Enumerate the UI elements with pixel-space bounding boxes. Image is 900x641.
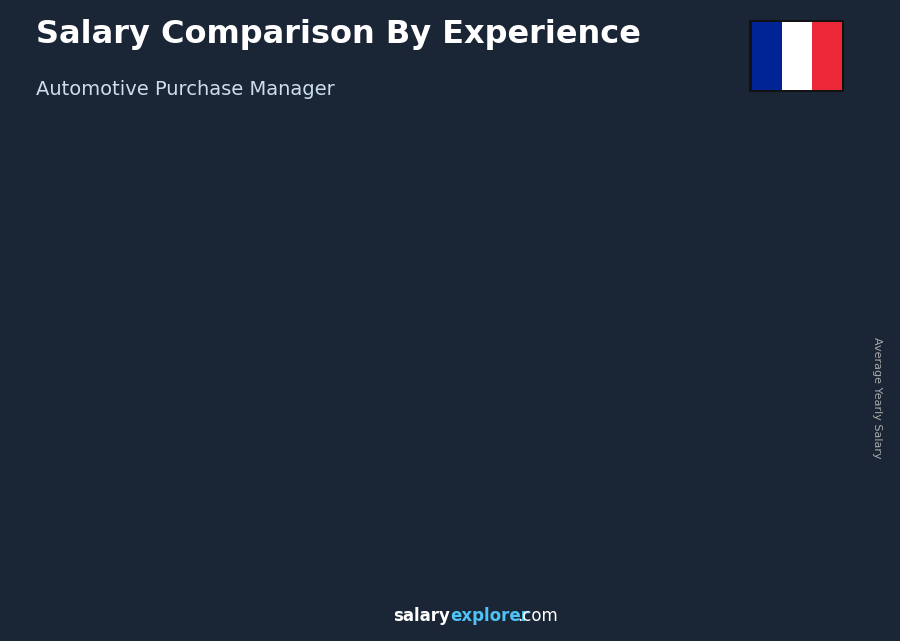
Bar <box>76 314 148 447</box>
Bar <box>394 345 402 577</box>
Text: 93,200 EUR: 93,200 EUR <box>688 238 773 251</box>
FancyArrowPatch shape <box>111 374 238 443</box>
FancyArrowPatch shape <box>364 269 492 345</box>
Bar <box>455 20 529 300</box>
Text: 51,500 EUR: 51,500 EUR <box>173 383 259 395</box>
Bar <box>202 224 275 402</box>
Text: 66,900 EUR: 66,900 EUR <box>300 329 386 342</box>
Text: 81,000 EUR: 81,000 EUR <box>434 281 520 294</box>
Bar <box>459 297 525 577</box>
Text: +21%: +21% <box>400 203 458 221</box>
Bar <box>328 117 402 349</box>
Bar <box>141 444 149 577</box>
Bar <box>582 0 656 274</box>
Text: Average Yearly Salary: Average Yearly Salary <box>872 337 883 458</box>
Bar <box>332 345 399 577</box>
Text: +9%: +9% <box>533 201 579 219</box>
Text: Salary Comparison By Experience: Salary Comparison By Experience <box>36 19 641 50</box>
Text: Automotive Purchase Manager: Automotive Purchase Manager <box>36 80 335 99</box>
Text: +34%: +34% <box>147 312 204 330</box>
Text: .com: .com <box>518 607 558 625</box>
Bar <box>709 0 782 258</box>
Bar <box>206 399 272 577</box>
Text: explorer: explorer <box>450 607 529 625</box>
Bar <box>775 255 782 577</box>
Bar <box>648 271 656 577</box>
Text: +30%: +30% <box>273 255 331 273</box>
Bar <box>79 444 145 577</box>
Text: salary: salary <box>393 607 450 625</box>
Text: 38,400 EUR: 38,400 EUR <box>41 428 127 441</box>
Bar <box>713 255 778 577</box>
FancyArrowPatch shape <box>491 251 619 296</box>
Bar <box>268 399 275 577</box>
Bar <box>586 271 652 577</box>
Text: +5%: +5% <box>660 197 705 215</box>
FancyArrowPatch shape <box>238 320 365 398</box>
Bar <box>521 297 529 577</box>
FancyArrowPatch shape <box>618 238 745 270</box>
Text: 88,600 EUR: 88,600 EUR <box>561 254 647 267</box>
